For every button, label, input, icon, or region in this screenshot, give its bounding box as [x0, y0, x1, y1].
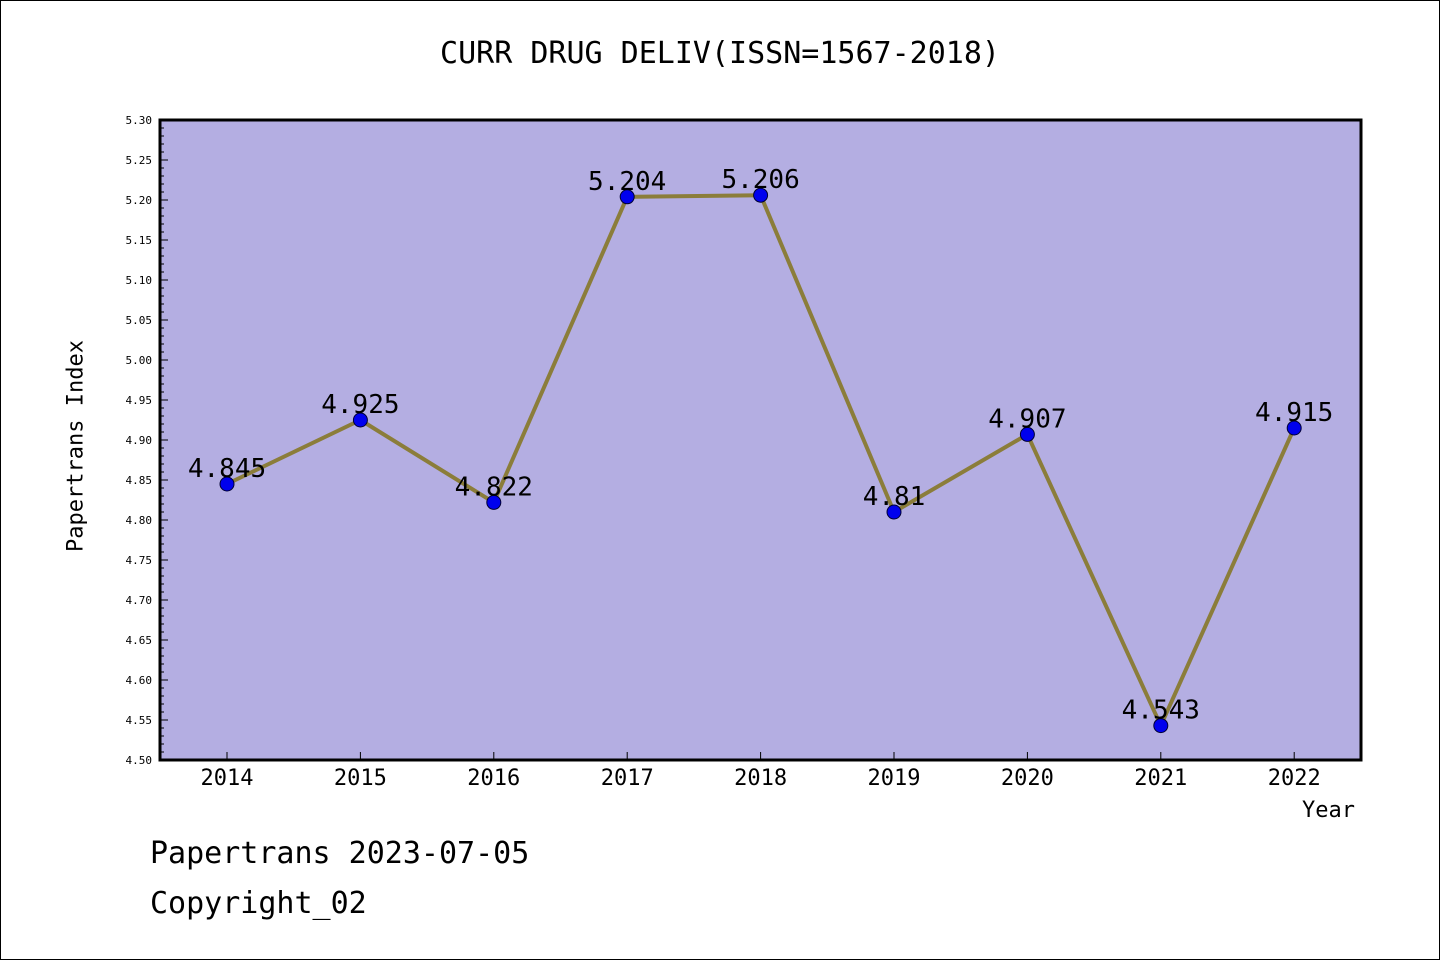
y-tick-label: 4.90	[126, 434, 153, 447]
footer-date: Papertrans 2023-07-05	[150, 836, 530, 871]
data-point	[1286, 420, 1302, 436]
y-tick-label: 4.65	[126, 634, 153, 647]
data-label: 4.925	[321, 390, 399, 420]
x-axis-label: Year	[1302, 798, 1355, 823]
x-tick-label: 2021	[1134, 766, 1187, 791]
data-label: 4.822	[455, 472, 533, 502]
data-label: 4.81	[863, 482, 926, 512]
data-point	[486, 494, 502, 510]
y-tick-label: 5.15	[126, 234, 153, 247]
data-point	[352, 412, 368, 428]
data-label: 4.845	[188, 454, 266, 484]
chart-title: CURR DRUG DELIV(ISSN=1567-2018)	[440, 36, 1000, 71]
x-tick-label: 2022	[1268, 766, 1321, 791]
y-tick-label: 4.50	[126, 754, 153, 767]
y-tick-label: 4.70	[126, 594, 153, 607]
data-point	[219, 476, 235, 492]
y-tick-label: 4.75	[126, 554, 153, 567]
y-tick-label: 4.95	[126, 394, 153, 407]
data-point	[619, 189, 635, 205]
y-tick-label: 5.05	[126, 314, 153, 327]
data-point	[1153, 718, 1169, 734]
data-label: 4.915	[1255, 398, 1333, 428]
plot-border	[158, 118, 1363, 762]
data-label: 5.204	[588, 167, 666, 197]
y-tick-label: 4.85	[126, 474, 153, 487]
y-tick-label: 4.80	[126, 514, 153, 527]
y-tick-label: 5.30	[126, 114, 153, 127]
x-tick-label: 2017	[601, 766, 654, 791]
y-tick-label: 5.20	[126, 194, 153, 207]
y-tick-label: 5.25	[126, 154, 153, 167]
y-tick-label: 5.10	[126, 274, 153, 287]
y-tick-label: 5.00	[126, 354, 153, 367]
data-point	[1019, 426, 1035, 442]
x-tick-label: 2016	[467, 766, 520, 791]
x-tick-label: 2018	[734, 766, 787, 791]
x-tick-label: 2015	[334, 766, 387, 791]
data-point	[886, 504, 902, 520]
footer-copyright: Copyright_02	[150, 886, 367, 921]
x-tick-label: 2014	[201, 766, 254, 791]
plot-area	[160, 120, 1361, 760]
data-label: 4.543	[1122, 696, 1200, 726]
data-label: 4.907	[988, 404, 1066, 434]
y-tick-label: 4.60	[126, 674, 153, 687]
data-label: 5.206	[721, 165, 799, 195]
y-tick-label: 4.55	[126, 714, 153, 727]
x-tick-label: 2019	[868, 766, 921, 791]
data-point	[753, 187, 769, 203]
x-tick-label: 2020	[1001, 766, 1054, 791]
